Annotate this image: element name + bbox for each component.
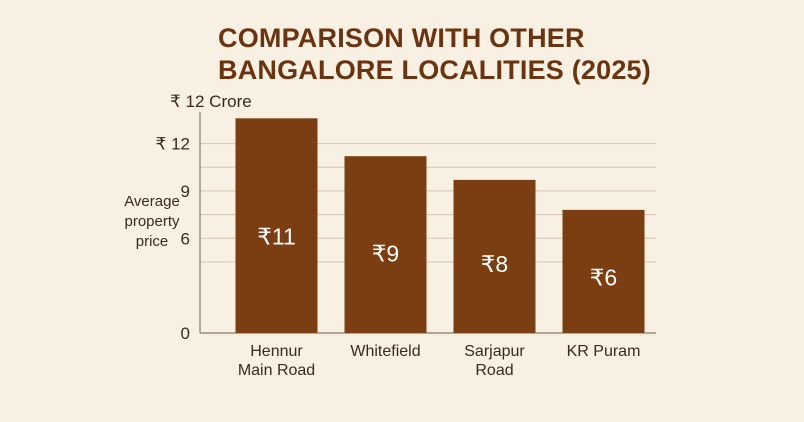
bar <box>562 209 645 333</box>
bar <box>235 118 318 333</box>
bar <box>344 156 427 333</box>
bar-value-label: ₹9 <box>372 240 399 266</box>
x-tick-label: Hennur <box>250 343 303 360</box>
y-tick-label: 6 <box>181 229 190 248</box>
bar-value-label: ₹6 <box>590 265 617 291</box>
chart-title-line-1: COMPARISON WITH OTHER <box>218 23 585 53</box>
chart-title: COMPARISON WITH OTHER BANGALORE LOCALITI… <box>218 22 651 86</box>
x-tick-label: Whitefield <box>350 343 420 360</box>
chart-title-line-2: BANGALORE LOCALITIES (2025) <box>218 55 651 85</box>
bar-value-label: ₹8 <box>481 251 508 277</box>
bar-value-label: ₹11 <box>257 223 296 249</box>
x-tick-label: Road <box>475 362 513 379</box>
y-axis-label-line-1: Average <box>124 193 180 210</box>
x-tick-label: KR Puram <box>567 343 641 360</box>
y-axis-label: Average property price <box>112 192 192 252</box>
y-axis-label-line-3: price <box>135 233 169 250</box>
x-tick-label: Main Road <box>238 362 315 379</box>
y-tick-label: 0 <box>181 324 190 343</box>
y-axis-label-line-2: property <box>124 213 180 230</box>
unit-label: ₹ 12 Crore <box>170 92 252 111</box>
x-tick-label: Sarjapur <box>464 343 525 360</box>
bar <box>453 179 536 333</box>
y-tick-label: ₹ 12 <box>156 135 190 154</box>
y-tick-label: 9 <box>181 182 190 201</box>
